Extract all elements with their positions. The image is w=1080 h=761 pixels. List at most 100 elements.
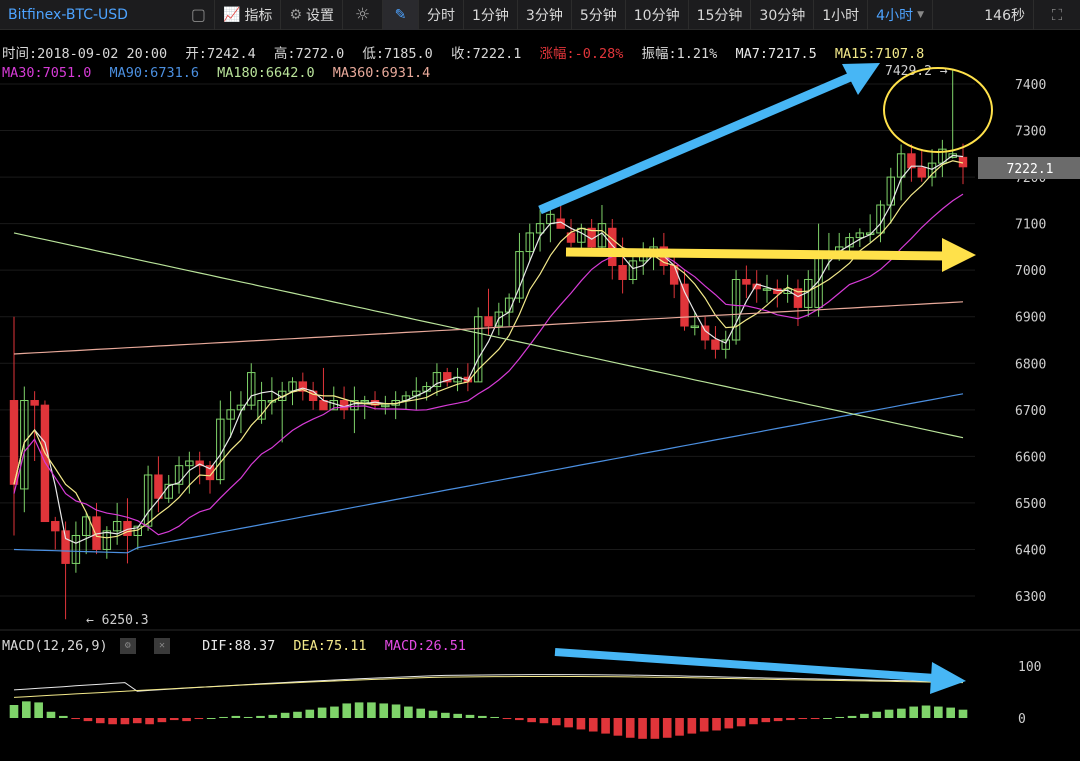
macd-bar bbox=[675, 718, 684, 736]
candle-body bbox=[690, 325, 700, 329]
macd-tick-label: 0 bbox=[1018, 712, 1026, 727]
low-marker-label: ← 6250.3 bbox=[86, 613, 149, 628]
candle-body bbox=[61, 530, 70, 564]
candle-body bbox=[845, 237, 854, 248]
candle-body bbox=[30, 400, 39, 406]
macd-bar bbox=[786, 718, 795, 721]
interval-label: 分时 bbox=[427, 7, 455, 24]
candle-body bbox=[896, 153, 906, 178]
interval-0[interactable]: 分时 bbox=[419, 0, 464, 30]
macd-bar bbox=[379, 703, 389, 718]
candle-body bbox=[360, 400, 369, 403]
candle-body bbox=[793, 288, 803, 308]
macd-bar bbox=[108, 718, 117, 725]
macd-title: MACD(12,26,9) bbox=[2, 638, 108, 654]
candle-body bbox=[494, 311, 504, 327]
macd-bar bbox=[601, 718, 610, 734]
interval-label: 5分钟 bbox=[579, 7, 617, 24]
macd-bar bbox=[934, 706, 943, 718]
settings-label: 设置 bbox=[306, 7, 334, 24]
macd-bar bbox=[576, 718, 586, 730]
macd-bar bbox=[58, 715, 68, 718]
fullscreen-button[interactable]: ⛶ bbox=[1034, 0, 1080, 30]
interval-2[interactable]: 3分钟 bbox=[518, 0, 572, 30]
support-arrow bbox=[565, 247, 946, 261]
macd-dif: DIF:88.37 bbox=[202, 638, 276, 654]
candle-body bbox=[855, 232, 865, 239]
macd-divergence-arrow-head bbox=[930, 662, 966, 694]
candle-body bbox=[731, 278, 741, 341]
macd-bar bbox=[453, 713, 463, 718]
price-tick-label: 7300 bbox=[1015, 125, 1046, 140]
candle-body bbox=[319, 400, 328, 411]
macd-bar bbox=[34, 702, 43, 718]
macd-bar bbox=[441, 712, 450, 718]
candle-body bbox=[195, 460, 204, 467]
sun-icon: ☼ bbox=[354, 4, 371, 25]
candle-body bbox=[298, 381, 308, 392]
macd-bar bbox=[46, 711, 56, 718]
macd-bar bbox=[219, 716, 228, 718]
macd-bar bbox=[490, 716, 499, 718]
macd-bar bbox=[539, 718, 549, 724]
draw-tool-button[interactable]: ✎ bbox=[383, 0, 419, 30]
macd-bar bbox=[391, 704, 401, 718]
macd-bar bbox=[946, 707, 955, 718]
macd-bar bbox=[798, 718, 808, 720]
candle-body bbox=[81, 516, 91, 536]
macd-bar bbox=[95, 718, 105, 724]
macd-bar bbox=[897, 708, 906, 718]
macd-close-icon[interactable]: ✕ bbox=[153, 638, 170, 654]
macd-settings-icon[interactable]: ⚙ bbox=[119, 638, 136, 654]
ohlc-info-row: 时间:2018-09-02 20:00 开:7242.4 高:7272.0 低:… bbox=[2, 42, 934, 62]
chart-icon: 📈 bbox=[223, 6, 241, 23]
candle-body bbox=[762, 288, 772, 291]
support-arrow-head bbox=[942, 238, 976, 272]
interval-6[interactable]: 30分钟 bbox=[751, 0, 815, 30]
interval-label: 30分钟 bbox=[759, 7, 806, 24]
macd-bar bbox=[71, 718, 80, 720]
candle-body bbox=[443, 372, 452, 383]
candle-body bbox=[711, 339, 720, 350]
macd-bar bbox=[404, 706, 413, 718]
macd-bar bbox=[810, 718, 820, 720]
candle-body bbox=[917, 167, 926, 178]
ma360-line bbox=[13, 301, 964, 355]
interval-label: 10分钟 bbox=[633, 7, 680, 24]
candle-body bbox=[226, 409, 235, 420]
interval-7[interactable]: 1小时 bbox=[814, 0, 869, 30]
interval-4[interactable]: 10分钟 bbox=[626, 0, 689, 30]
indicators-button[interactable]: 📈 指标 bbox=[215, 0, 282, 30]
price-tick-label: 6600 bbox=[1015, 450, 1046, 465]
settings-button[interactable]: ⚙ 设置 bbox=[281, 0, 343, 30]
macd-bar bbox=[231, 715, 241, 718]
macd-bar bbox=[256, 715, 265, 718]
countdown-label: 146秒 bbox=[984, 7, 1025, 24]
macd-bar bbox=[120, 718, 130, 725]
info-high: 高:7272.0 bbox=[273, 46, 345, 62]
interval-active[interactable]: 4小时 ▼ bbox=[868, 0, 934, 30]
info-ma180: MA180:6642.0 bbox=[217, 65, 315, 81]
ma15-line bbox=[13, 160, 964, 539]
candle-body bbox=[236, 404, 246, 411]
macd-bar bbox=[145, 718, 154, 725]
chevron-down-icon: ▼ bbox=[917, 9, 925, 20]
macd-bar bbox=[847, 715, 857, 718]
interval-3[interactable]: 5分钟 bbox=[572, 0, 626, 30]
candle-body bbox=[876, 204, 885, 234]
current-price-label: 7222.1 bbox=[1007, 162, 1054, 177]
macd-bar bbox=[699, 718, 709, 732]
theme-toggle-button[interactable]: ☼ bbox=[343, 0, 383, 30]
interval-5[interactable]: 15分钟 bbox=[689, 0, 752, 30]
ma180-line bbox=[13, 232, 964, 439]
dea-line bbox=[13, 675, 964, 698]
ma90-line bbox=[13, 393, 964, 554]
macd-bar bbox=[921, 705, 931, 718]
current-price-tag bbox=[978, 157, 1080, 179]
ma7-line bbox=[13, 154, 964, 544]
interval-1[interactable]: 1分钟 bbox=[464, 0, 518, 30]
macd-bar bbox=[650, 718, 660, 739]
candle-body bbox=[484, 316, 493, 327]
symbol-selector[interactable]: Bitfinex-BTC-USD ▢ bbox=[0, 0, 215, 30]
